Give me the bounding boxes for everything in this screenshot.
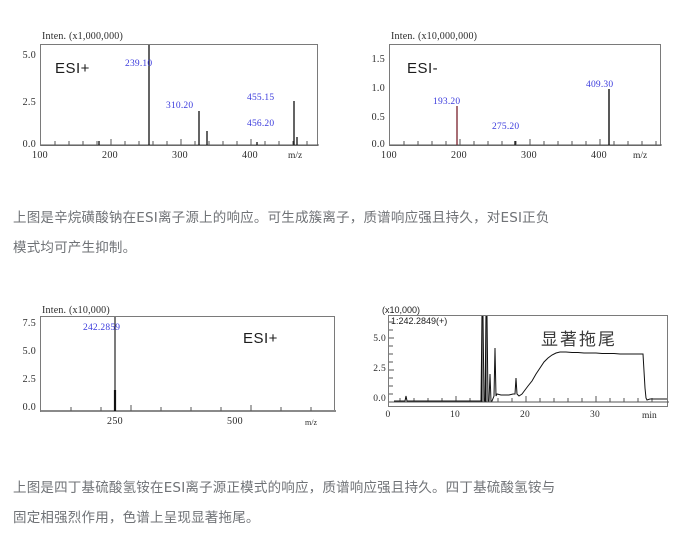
top-right-x-unit: m/z (633, 151, 648, 161)
bottom-left-ytick-7_5: 7.5 (22, 318, 36, 329)
panel-bottom-right: (x10,000) 5.0 2.5 0.0 (360, 280, 683, 460)
bottom-right-plot-frame (388, 315, 669, 407)
bottom-right-ytick-2_5: 2.5 (373, 364, 386, 374)
panel-top-right: Inten. (x10,000,000) 1.5 1.0 0.5 0.0 (345, 0, 683, 190)
top-right-xtick-300: 300 (521, 150, 537, 161)
top-right-peak-label-275: 275.20 (492, 122, 520, 132)
top-right-ytick-0_0: 0.0 (371, 139, 385, 150)
caption-one-line-two: 模式均可产生抑制。 (13, 240, 137, 256)
top-right-plot-frame (389, 44, 662, 146)
top-left-xtick-300: 300 (172, 150, 188, 161)
bottom-right-xtick-30: 30 (589, 410, 601, 420)
top-left-xtick-200: 200 (102, 150, 118, 161)
bottom-left-intensity-title: Inten. (x10,000) (42, 305, 110, 316)
top-right-xtick-400: 400 (591, 150, 607, 161)
top-left-peak-label-239: 239.10 (125, 59, 153, 69)
bottom-right-annotation: 显著拖尾 (541, 330, 617, 350)
top-left-peak-label-456: 456.20 (247, 119, 275, 129)
top-left-xtick-400: 400 (242, 150, 258, 161)
top-right-peak-label-409: 409.30 (586, 80, 614, 90)
bottom-left-ytick-2_5: 2.5 (22, 374, 36, 385)
bottom-left-x-unit: m/z (305, 418, 317, 427)
caption-one-line-one: 上图是辛烷磺酸钠在ESI离子源上的响应。可生成簇离子，质谱响应强且持久，对ESI… (13, 210, 550, 226)
bottom-right-chromatogram-svg (389, 316, 669, 403)
top-right-xtick-200: 200 (451, 150, 467, 161)
bottom-right-ytick-0_0: 0.0 (373, 394, 386, 404)
top-left-ytick-0: 0.0 (22, 139, 36, 150)
top-right-peak-label-193: 193.20 (433, 97, 461, 107)
top-right-spectrum-svg (390, 89, 662, 146)
top-left-peak-label-310: 310.20 (166, 101, 194, 111)
panel-bottom-left: Inten. (x10,000) 7.5 5.0 2.5 0.0 ESI+ 24… (0, 280, 340, 460)
bottom-right-xtick-20: 20 (519, 410, 531, 420)
bottom-left-peak-label-242: 242.2859 (83, 323, 121, 333)
caption-two-line-one: 上图是四丁基硫酸氢铵在ESI离子源正模式的响应，质谱响应强且持久。四丁基硫酸氢铵… (13, 480, 556, 496)
top-left-peak-label-455: 455.15 (247, 93, 275, 103)
top-right-ytick-1_0: 1.0 (371, 83, 385, 94)
bottom-right-xtick-10: 10 (449, 410, 461, 420)
top-right-xtick-100: 100 (381, 150, 397, 161)
bottom-left-spectrum-svg (41, 317, 336, 412)
bottom-right-intensity-title: (x10,000) (382, 305, 421, 315)
bottom-right-ytick-5_0: 5.0 (373, 334, 386, 344)
bottom-left-xtick-250: 250 (107, 416, 123, 427)
top-left-intensity-title: Inten. (x1,000,000) (42, 31, 124, 42)
top-left-mode-label: ESI+ (55, 60, 90, 77)
panel-top-left: Inten. (x1,000,000) 5.0 2.5 0.0 (0, 0, 340, 190)
top-left-xtick-100: 100 (32, 150, 48, 161)
bottom-left-plot-frame (40, 316, 336, 412)
top-right-ytick-0_5: 0.5 (371, 112, 385, 123)
bottom-left-ytick-0_0: 0.0 (22, 402, 36, 413)
top-right-intensity-title: Inten. (x10,000,000) (391, 31, 478, 42)
bottom-right-xtick-0: 0 (385, 410, 391, 420)
top-right-ytick-1_5: 1.5 (371, 54, 385, 65)
bottom-right-x-unit: min (642, 411, 657, 421)
caption-two-line-two: 固定相强烈作用，色谱上呈现显著拖尾。 (13, 510, 260, 526)
bottom-right-trace-label: 1:242.2849(+) (391, 316, 448, 326)
bottom-left-ytick-5_0: 5.0 (22, 346, 36, 357)
bottom-left-mode-label: ESI+ (243, 330, 278, 347)
top-left-x-unit: m/z (288, 151, 303, 161)
top-left-ytick-2_5: 2.5 (22, 97, 36, 108)
top-left-plot-frame (40, 44, 319, 146)
top-left-spectrum-svg (41, 45, 319, 146)
bottom-left-xtick-500: 500 (227, 416, 243, 427)
top-right-mode-label: ESI- (407, 60, 439, 77)
top-left-ytick-5: 5.0 (22, 50, 36, 61)
